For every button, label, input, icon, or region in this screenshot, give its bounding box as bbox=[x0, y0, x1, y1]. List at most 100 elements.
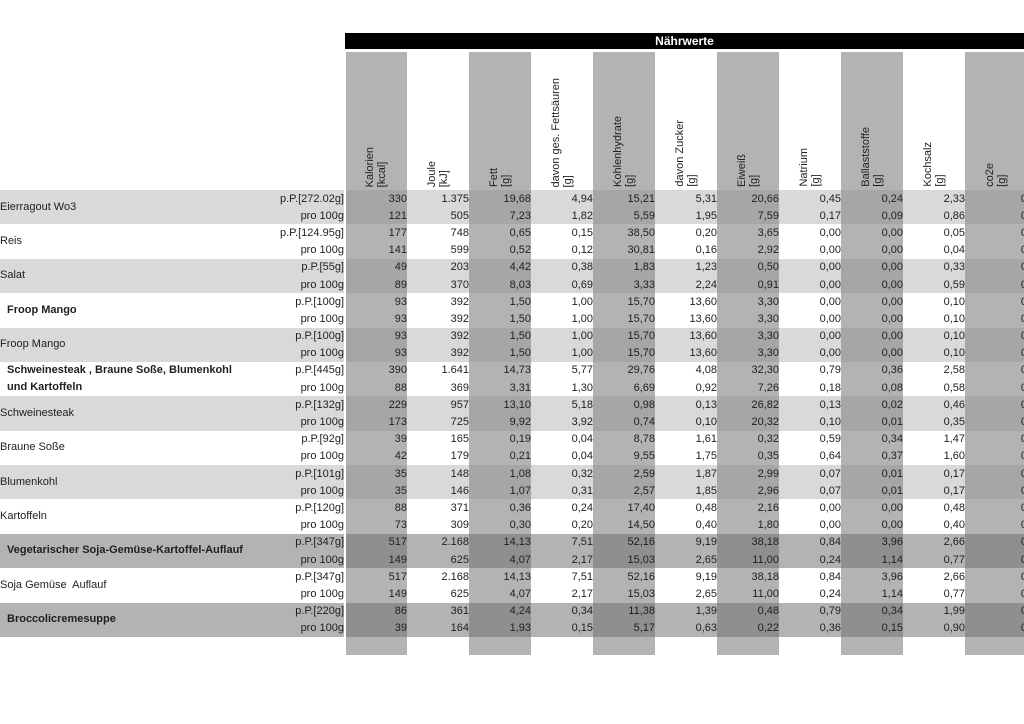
value-cell: 0,02 bbox=[841, 396, 903, 414]
value-cell: 3,31 bbox=[469, 379, 531, 397]
column-header-cell: Joule [kJ] bbox=[407, 52, 469, 190]
value-cell: 0,84 bbox=[779, 533, 841, 551]
value-cell: 0,32 bbox=[531, 465, 593, 483]
value-cell: 9,55 bbox=[593, 447, 655, 466]
header-row: Kalorien [kcal] Joule [kJ] Fett [g] davon g… bbox=[0, 52, 1024, 190]
value-cell: 0,59 bbox=[779, 430, 841, 448]
value-cell: 392 bbox=[407, 327, 469, 345]
value-cell: 0 bbox=[965, 482, 1024, 500]
value-cell: 15,21 bbox=[593, 190, 655, 208]
table-head: Kalorien [kcal] Joule [kJ] Fett [g] davon g… bbox=[0, 52, 1024, 190]
value-cell: 0,07 bbox=[779, 482, 841, 500]
value-cell: 0 bbox=[965, 396, 1024, 414]
table-row: pro 100g 89 370 8,03 0,69 3,33 2,24 0,91 0,00 0,0… bbox=[0, 275, 1024, 294]
value-cell: 149 bbox=[345, 550, 407, 569]
table-row: pro 100g 173 725 9,92 3,92 0,74 0,10 20,32 0,10 0… bbox=[0, 413, 1024, 431]
value-cell: 1,00 bbox=[531, 344, 593, 362]
value-cell: 3,92 bbox=[531, 413, 593, 431]
value-cell: 3,30 bbox=[717, 327, 779, 345]
value-cell: 4,08 bbox=[655, 361, 717, 380]
stripe-tail-row bbox=[0, 636, 1024, 655]
value-cell: 8,78 bbox=[593, 430, 655, 448]
value-cell: 1,14 bbox=[841, 550, 903, 569]
value-cell: 7,51 bbox=[531, 533, 593, 551]
column-header-label: Kohlenhydrate [g] bbox=[611, 116, 636, 187]
value-cell: 0,17 bbox=[903, 482, 965, 500]
value-cell: 0,58 bbox=[903, 379, 965, 397]
value-cell: 0,01 bbox=[841, 465, 903, 483]
table-row: pro 100g 141 599 0,52 0,12 30,81 0,16 2,92 0,00 0… bbox=[0, 241, 1024, 259]
value-cell: 38,18 bbox=[717, 533, 779, 551]
column-header-cell: Kochsalz [g] bbox=[903, 52, 965, 190]
value-cell: 0,00 bbox=[779, 258, 841, 276]
value-cell: 0,36 bbox=[469, 499, 531, 517]
value-cell: 505 bbox=[407, 207, 469, 225]
value-cell: 19,68 bbox=[469, 190, 531, 208]
value-cell: 8,03 bbox=[469, 275, 531, 294]
value-cell: 179 bbox=[407, 447, 469, 466]
value-cell: 2,96 bbox=[717, 482, 779, 500]
value-cell: 0,09 bbox=[841, 207, 903, 225]
value-cell: 88 bbox=[345, 379, 407, 397]
value-cell: 330 bbox=[345, 190, 407, 208]
value-cell: 0,00 bbox=[841, 310, 903, 328]
value-cell: 0,48 bbox=[717, 602, 779, 620]
value-cell: 173 bbox=[345, 413, 407, 431]
value-cell: 52,16 bbox=[593, 533, 655, 551]
value-cell: 0,17 bbox=[903, 465, 965, 483]
stripe-tail-spacer bbox=[0, 636, 346, 655]
value-cell: 2,24 bbox=[655, 275, 717, 294]
value-cell: 1,23 bbox=[655, 258, 717, 276]
value-cell: 0,10 bbox=[903, 344, 965, 362]
column-header-label: Fett [g] bbox=[487, 168, 512, 187]
value-cell: 0,46 bbox=[903, 396, 965, 414]
value-cell: 15,70 bbox=[593, 344, 655, 362]
value-cell: 0 bbox=[965, 533, 1024, 551]
column-header-label: davon Zucker [g] bbox=[673, 120, 698, 187]
table-row: Soja Gemüse Auflauf p.P.[347g] 517 2.168 14,… bbox=[0, 568, 1024, 603]
value-cell: 0,38 bbox=[531, 258, 593, 276]
column-header-cell: davon Zucker [g] bbox=[655, 52, 717, 190]
column-header-cell: Kalorien [kcal] bbox=[345, 52, 407, 190]
table-row: Salat p.P.[55g] 49 203 4,42 0,38 1,83 1,23 0,50 0… bbox=[0, 258, 1024, 294]
value-cell: 0,00 bbox=[841, 241, 903, 259]
value-cell: 49 bbox=[345, 258, 407, 276]
value-cell: 1.375 bbox=[407, 190, 469, 208]
column-header-cell: davon ges. Fettsäuren [g] bbox=[531, 52, 593, 190]
value-cell: 0 bbox=[965, 190, 1024, 208]
value-cell: 0,31 bbox=[531, 482, 593, 500]
value-cell: 0,04 bbox=[531, 430, 593, 448]
table-row: Schweinesteak , Braune Soße, Blumenkohl … bbox=[0, 361, 1024, 397]
value-cell: 2,92 bbox=[717, 241, 779, 259]
portion-cell: p.P.[101g] bbox=[265, 465, 346, 483]
value-cell: 0 bbox=[965, 430, 1024, 448]
portion-cell: p.P.[100g] bbox=[265, 293, 346, 311]
value-cell: 0,19 bbox=[469, 430, 531, 448]
value-cell: 0,15 bbox=[531, 619, 593, 637]
value-cell: 13,10 bbox=[469, 396, 531, 414]
value-cell: 0,77 bbox=[903, 550, 965, 569]
value-cell: 0,00 bbox=[779, 344, 841, 362]
value-cell: 0 bbox=[965, 379, 1024, 397]
value-cell: 0,00 bbox=[779, 275, 841, 294]
value-cell: 1,80 bbox=[717, 516, 779, 534]
value-cell: 13,60 bbox=[655, 344, 717, 362]
value-cell: 0 bbox=[965, 550, 1024, 569]
value-cell: 0,20 bbox=[531, 516, 593, 534]
table-body: Eierragout Wo3 p.P.[272.02g] 330 1.375 19,68… bbox=[0, 190, 1024, 655]
portion-cell: p.P.[220g] bbox=[265, 602, 346, 620]
value-cell: 0,24 bbox=[841, 190, 903, 208]
value-cell: 0,35 bbox=[717, 447, 779, 466]
value-cell: 26,82 bbox=[717, 396, 779, 414]
value-cell: 15,03 bbox=[593, 550, 655, 569]
value-cell: 0,00 bbox=[779, 327, 841, 345]
value-cell: 93 bbox=[345, 310, 407, 328]
value-cell: 0,00 bbox=[779, 499, 841, 517]
value-cell: 9,19 bbox=[655, 568, 717, 586]
value-cell: 1,00 bbox=[531, 310, 593, 328]
value-cell: 2,57 bbox=[593, 482, 655, 500]
value-cell: 7,23 bbox=[469, 207, 531, 225]
value-cell: 1,00 bbox=[531, 327, 593, 345]
table-row: pro 100g 93 392 1,50 1,00 15,70 13,60 3,30 0,00 0… bbox=[0, 344, 1024, 362]
stripe-tail-cell bbox=[593, 636, 655, 655]
